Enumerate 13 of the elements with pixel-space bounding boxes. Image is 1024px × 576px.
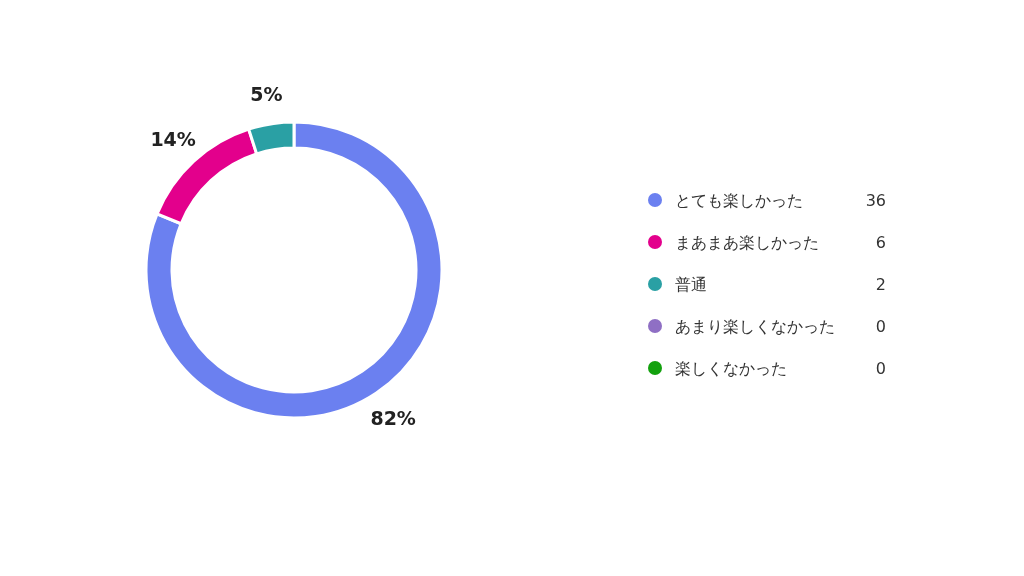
text: 6 xyxy=(875,233,886,252)
data-label: 14% xyxy=(150,128,196,151)
legend-label: 普通 xyxy=(675,275,707,294)
legend-label: まあまあ楽しかった xyxy=(675,233,819,252)
legend-label: 楽しくなかった xyxy=(675,359,787,378)
legend-label: とても楽しかった xyxy=(675,191,803,210)
text: 0 xyxy=(875,317,886,336)
data-label: 5% xyxy=(250,83,283,106)
data-label: 82% xyxy=(370,406,416,429)
legend-label: あまり楽しくなかった xyxy=(675,317,835,336)
text: 0 xyxy=(875,359,886,378)
text: 2 xyxy=(875,275,886,294)
text: 36 xyxy=(865,191,886,210)
